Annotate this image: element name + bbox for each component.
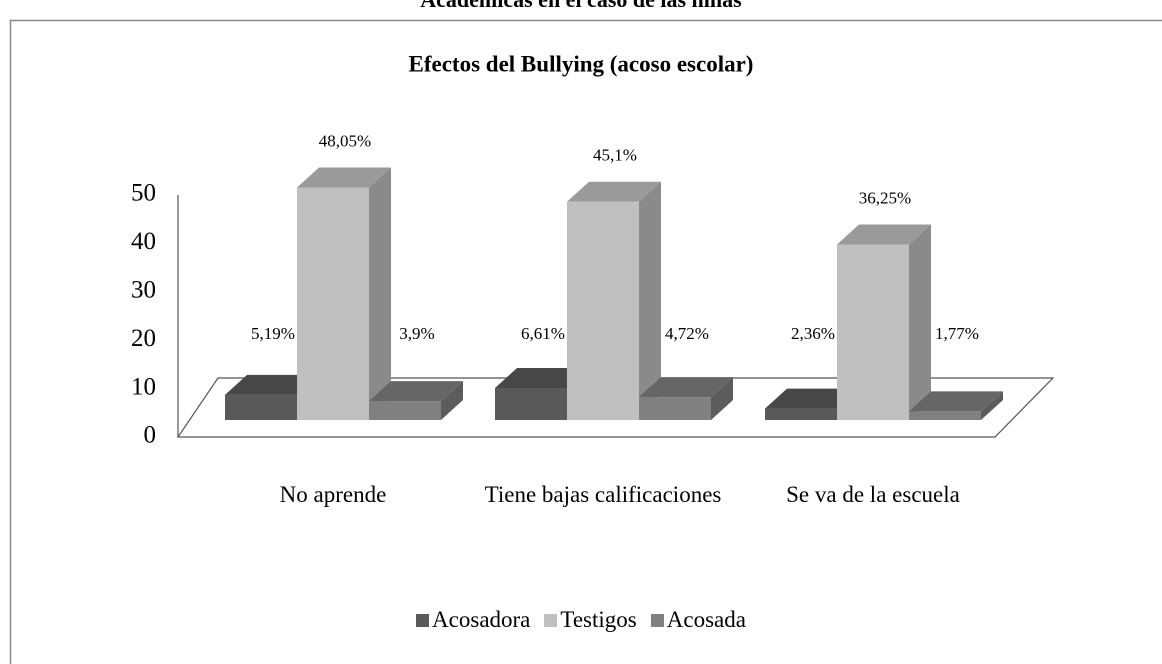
y-tick-label: 0 — [144, 422, 157, 449]
bar-side — [369, 167, 391, 420]
data-label: 5,19% — [251, 324, 295, 343]
legend-item: Acosadora — [416, 607, 530, 633]
bar-top — [837, 224, 931, 245]
bar — [567, 201, 639, 420]
x-tick-label: No aprende — [279, 482, 387, 507]
legend: Acosadora Testigos Acosada — [0, 607, 1162, 633]
bar — [639, 397, 711, 420]
legend-swatch — [650, 613, 664, 627]
bar — [369, 401, 441, 420]
bar-side — [639, 181, 661, 420]
bar-top — [225, 374, 319, 395]
legend-swatch — [544, 613, 558, 627]
bar-top — [369, 381, 463, 402]
y-tick-label: 20 — [131, 325, 156, 352]
data-label: 45,1% — [593, 146, 637, 165]
bar-top — [765, 388, 859, 409]
data-label: 3,9% — [399, 324, 434, 343]
y-tick-label: 10 — [131, 373, 156, 400]
bar — [225, 394, 297, 420]
bar — [765, 408, 837, 420]
x-tick-label: Se va de la escuela — [786, 482, 960, 507]
legend-item: Testigos — [544, 607, 637, 633]
data-label: 48,05% — [319, 131, 371, 150]
y-tick-label: 50 — [131, 180, 156, 207]
bar-side — [981, 391, 1003, 420]
data-label: 2,36% — [791, 324, 835, 343]
bar — [837, 244, 909, 420]
legend-label: Acosada — [666, 607, 746, 632]
bar-top — [639, 377, 733, 398]
legend-swatch — [416, 613, 430, 627]
data-label: 36,25% — [859, 188, 911, 207]
bar-top — [297, 167, 391, 188]
chart-title: Efectos del Bullying (acoso escolar) — [409, 51, 754, 76]
bar-side — [909, 224, 931, 420]
bar-side — [711, 377, 733, 420]
chart-border — [9, 19, 1162, 664]
data-label: 6,61% — [521, 324, 565, 343]
bar-side — [441, 381, 463, 420]
bar — [297, 187, 369, 420]
bar-top — [567, 181, 661, 202]
data-label: 1,77% — [935, 324, 979, 343]
legend-label: Acosadora — [432, 607, 531, 632]
legend-item: Acosada — [650, 607, 746, 633]
x-tick-label: Tiene bajas calificaciones — [484, 482, 722, 507]
bar-top — [495, 368, 589, 389]
y-tick-label: 40 — [131, 228, 156, 255]
data-label: 4,72% — [665, 324, 709, 343]
bar — [495, 388, 567, 420]
bar — [909, 411, 981, 420]
bar-top — [909, 391, 1003, 412]
y-tick-label: 30 — [131, 277, 156, 304]
legend-label: Testigos — [560, 607, 637, 632]
caption: Académicas en el caso de las niñas — [420, 0, 742, 12]
